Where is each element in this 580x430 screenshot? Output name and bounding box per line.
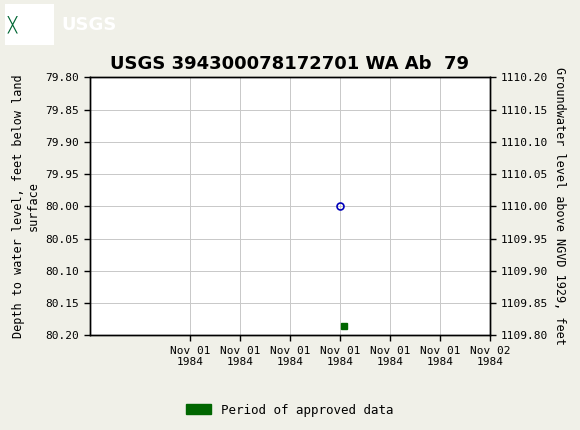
Bar [5,4,54,46]
Text: ╳: ╳ [8,15,17,33]
Text: USGS: USGS [61,16,116,34]
Y-axis label: Groundwater level above NGVD 1929, feet: Groundwater level above NGVD 1929, feet [553,68,566,345]
Y-axis label: Depth to water level, feet below land
surface: Depth to water level, feet below land su… [12,74,40,338]
Title: USGS 394300078172701 WA Ab  79: USGS 394300078172701 WA Ab 79 [111,55,469,73]
Legend: Period of approved data: Period of approved data [181,399,399,421]
